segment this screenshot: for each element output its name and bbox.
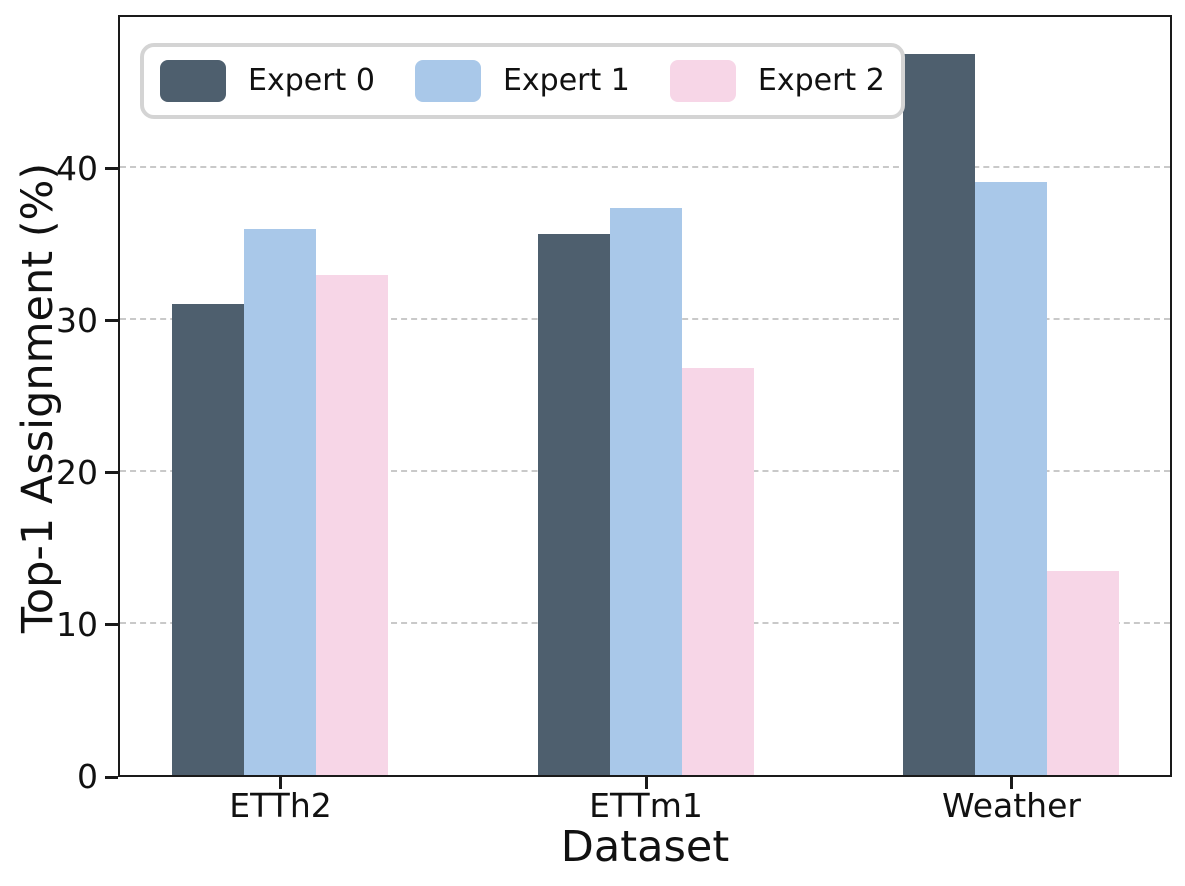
x-tick-mark-etth2 (279, 777, 282, 789)
legend-label-expert-0: Expert 0 (248, 63, 375, 98)
legend-item-expert-0: Expert 0 (160, 60, 375, 102)
legend-item-expert-1: Expert 1 (414, 60, 630, 102)
y-tick-label-20: 20 (56, 452, 98, 492)
x-tick-mark-ettm1 (644, 777, 648, 789)
bar-expert-2-ettm1 (681, 367, 754, 775)
x-axis-label: Dataset (560, 822, 730, 872)
y-axis-label: Top-1 Assignment (%) (13, 162, 63, 634)
bar-expert-1-ettm1 (609, 208, 682, 775)
x-tick-label-weather: Weather (942, 786, 1081, 825)
y-tick-mark-40 (105, 167, 118, 171)
y-tick-label-40: 40 (56, 148, 98, 188)
bar-expert-1-etth2 (244, 229, 316, 775)
y-tick-label-0: 0 (77, 757, 98, 796)
bar-expert-0-ettm1 (537, 233, 610, 775)
y-tick-label-10: 10 (56, 604, 98, 644)
bar-expert-2-etth2 (316, 274, 388, 775)
y-tick-mark-10 (105, 623, 118, 627)
legend-label-expert-2: Expert 2 (757, 63, 885, 98)
y-tick-mark-20 (105, 471, 118, 475)
legend-swatch-expert-2 (669, 60, 736, 102)
legend: Expert 0 Expert 1 Expert 2 (140, 43, 905, 119)
x-tick-label-ettm1: ETTm1 (589, 786, 703, 825)
legend-label-expert-1: Expert 1 (502, 63, 630, 98)
bar-expert-1-weather (975, 182, 1047, 775)
x-tick-label-etth2: ETTh2 (229, 786, 332, 825)
bar-expert-0-etth2 (172, 303, 244, 775)
legend-item-expert-2: Expert 2 (669, 60, 885, 102)
plot-area (118, 15, 1172, 777)
bar-expert-0-weather (903, 54, 975, 775)
x-tick-mark-weather (1010, 777, 1013, 789)
gridline-40 (120, 165, 1170, 168)
y-tick-mark-0 (105, 775, 118, 779)
y-tick-label-30: 30 (56, 300, 98, 340)
bar-expert-2-weather (1047, 571, 1119, 775)
legend-swatch-expert-1 (414, 60, 481, 102)
y-tick-mark-30 (105, 319, 118, 323)
legend-swatch-expert-0 (160, 60, 226, 102)
